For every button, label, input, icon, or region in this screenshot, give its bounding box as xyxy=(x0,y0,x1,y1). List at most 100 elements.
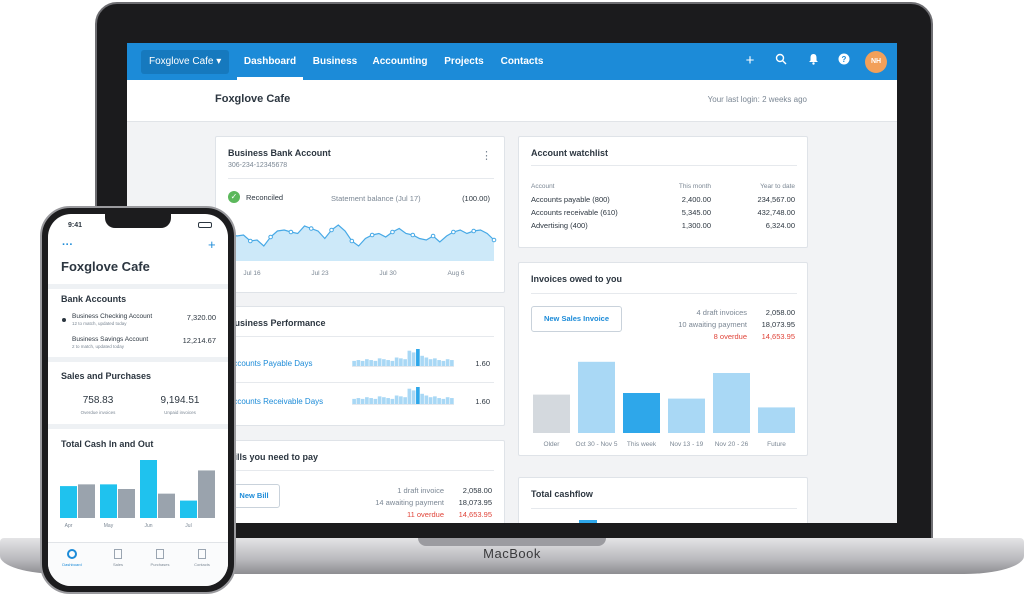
invoice-bar[interactable] xyxy=(713,373,750,433)
tab-sales[interactable]: Sales xyxy=(112,562,123,567)
spark-bar xyxy=(437,398,441,404)
notifications-bell-icon[interactable] xyxy=(805,53,821,69)
invoice-bar[interactable] xyxy=(533,394,570,433)
account-value: 12,214.67 xyxy=(182,336,216,345)
search-icon[interactable] xyxy=(773,53,789,69)
tab-accounting[interactable]: Accounting xyxy=(372,56,428,67)
tab-contacts[interactable]: Contacts xyxy=(500,56,544,67)
account-number: 306-234-12345678 xyxy=(228,162,288,169)
month-value: 1,300.00 xyxy=(681,221,711,230)
invoice-overdue-label[interactable]: 8 overdue xyxy=(713,332,747,341)
invoice-bar[interactable] xyxy=(758,407,795,433)
spark-bar xyxy=(441,360,446,366)
spark-bar xyxy=(416,387,420,404)
account-sub: 2 to match, updated today xyxy=(72,344,125,349)
col-header-ytd: Year to date xyxy=(760,183,795,190)
dashboard-tab-icon[interactable] xyxy=(67,549,77,559)
invoice-bar[interactable] xyxy=(623,393,660,433)
cash-out-bar xyxy=(198,470,215,518)
spark-bar xyxy=(445,359,450,366)
help-icon[interactable]: ? xyxy=(836,53,852,69)
cashflow-bar xyxy=(579,520,597,523)
month-value: 2,400.00 xyxy=(681,195,711,204)
spark-bar xyxy=(416,349,420,366)
card-title[interactable]: Bills you need to pay xyxy=(228,452,319,462)
card-title[interactable]: Business Performance xyxy=(228,318,326,328)
balance-point xyxy=(248,238,253,244)
card-title[interactable]: Account watchlist xyxy=(531,148,609,158)
card-title[interactable]: Total cashflow xyxy=(531,489,593,499)
more-menu-icon[interactable]: ··· xyxy=(62,239,73,251)
spark-bar xyxy=(386,398,390,404)
spark-bar xyxy=(424,395,429,404)
new-bill-button[interactable]: New Bill xyxy=(228,484,280,508)
tab-contacts[interactable]: Contacts xyxy=(194,562,210,567)
new-sales-invoice-button[interactable]: New Sales Invoice xyxy=(531,306,622,332)
phone-screen: 9:41 ··· + Foxglove Cafe Bank Accounts B… xyxy=(48,214,228,586)
spark-bar xyxy=(382,359,386,366)
spark-bar xyxy=(377,358,382,366)
status-dot xyxy=(62,318,66,322)
invoice-bar[interactable] xyxy=(668,398,705,433)
spark-bar xyxy=(441,398,446,404)
cash-in-bar xyxy=(140,460,157,518)
invoice-stat-label: 10 awaiting payment xyxy=(678,320,747,329)
tab-projects[interactable]: Projects xyxy=(444,56,484,67)
spark-bar xyxy=(424,357,429,366)
spark-bar xyxy=(352,398,356,404)
card-title[interactable]: Business Bank Account xyxy=(228,148,331,158)
card-title[interactable]: Invoices owed to you xyxy=(531,274,623,284)
spark-bar xyxy=(356,398,361,404)
contacts-tab-icon[interactable] xyxy=(198,549,206,559)
last-login-text: Your last login: 2 weeks ago xyxy=(707,95,807,104)
cash-in-bar xyxy=(100,484,117,518)
cash-out-bar xyxy=(78,484,95,518)
spark-bar xyxy=(365,359,369,366)
tab-business[interactable]: Business xyxy=(312,56,358,67)
spark-bar xyxy=(420,355,424,366)
x-tick-label: Aug 6 xyxy=(448,270,465,277)
month-label: Jul xyxy=(185,523,191,529)
spark-bar xyxy=(450,360,454,366)
balance-point xyxy=(410,232,416,238)
cash-in-out-heading: Total Cash In and Out xyxy=(61,439,154,449)
account-name: Advertising (400) xyxy=(531,221,588,230)
cash-in-bar xyxy=(180,500,197,518)
more-options-icon[interactable]: ⋮ xyxy=(481,150,492,162)
organisation-switcher[interactable]: Foxglove Cafe ▾ xyxy=(141,50,230,74)
add-icon[interactable]: + xyxy=(745,52,755,69)
bill-overdue-label[interactable]: 11 overdue xyxy=(407,510,444,519)
spark-bar xyxy=(386,360,390,366)
sales-purchases-heading: Sales and Purchases xyxy=(61,371,152,381)
spark-bar xyxy=(428,359,433,366)
ap-days-sparkline xyxy=(352,349,454,367)
page-title: Foxglove Cafe xyxy=(215,93,291,105)
purchases-tab-icon[interactable] xyxy=(156,549,164,559)
account-name: Business Checking Account xyxy=(72,313,153,320)
spark-bar xyxy=(394,395,399,404)
month-label: Apr xyxy=(65,523,73,529)
ar-days-value: 1.60 xyxy=(475,397,490,406)
spark-bar xyxy=(377,396,382,404)
sales-tab-icon[interactable] xyxy=(114,549,122,559)
add-icon[interactable]: + xyxy=(208,237,216,252)
phone-notch xyxy=(105,214,171,228)
tab-dashboard[interactable]: Dashboard xyxy=(237,43,303,80)
invoices-owed-card: Invoices owed to you New Sales Invoice 4… xyxy=(518,262,808,456)
unpaid-invoices-value[interactable]: 9,194.51 xyxy=(160,395,200,406)
bill-stat-value: 18,073.95 xyxy=(458,498,492,507)
page-header: Foxglove Cafe Your last login: 2 weeks a… xyxy=(127,80,897,122)
org-name: Foxglove Cafe xyxy=(149,56,214,67)
account-value: 7,320.00 xyxy=(186,313,216,322)
spark-bar xyxy=(365,397,369,404)
overdue-invoices-value[interactable]: 758.83 xyxy=(82,395,114,406)
tab-dashboard[interactable]: Dashboard xyxy=(62,562,82,567)
invoice-bar[interactable] xyxy=(578,361,615,433)
ap-days-link[interactable]: Accounts Payable Days xyxy=(228,359,313,368)
spark-bar xyxy=(433,396,437,404)
overdue-invoices-label: Overdue invoices xyxy=(80,410,116,415)
user-avatar[interactable]: NH xyxy=(865,51,887,73)
tab-purchases[interactable]: Purchases xyxy=(150,562,170,567)
ar-days-link[interactable]: Accounts Receivable Days xyxy=(228,397,324,406)
month-value: 5,345.00 xyxy=(681,208,711,217)
